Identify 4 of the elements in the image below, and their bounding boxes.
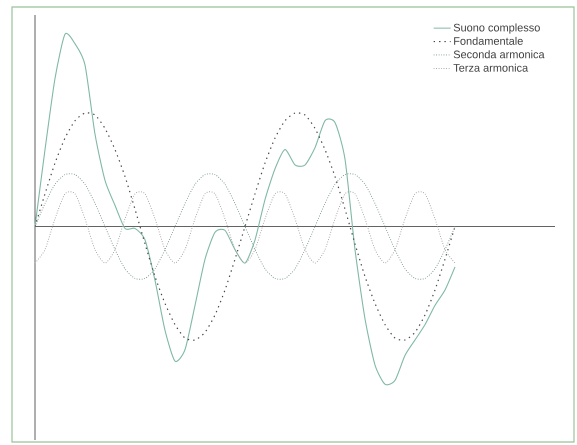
- legend-label: Seconda armonica: [454, 50, 545, 58]
- legend-label: Terza armonica: [453, 64, 528, 72]
- legend-label: Suono complesso: [454, 23, 540, 34]
- legend-label: Fondamentale: [454, 36, 523, 45]
